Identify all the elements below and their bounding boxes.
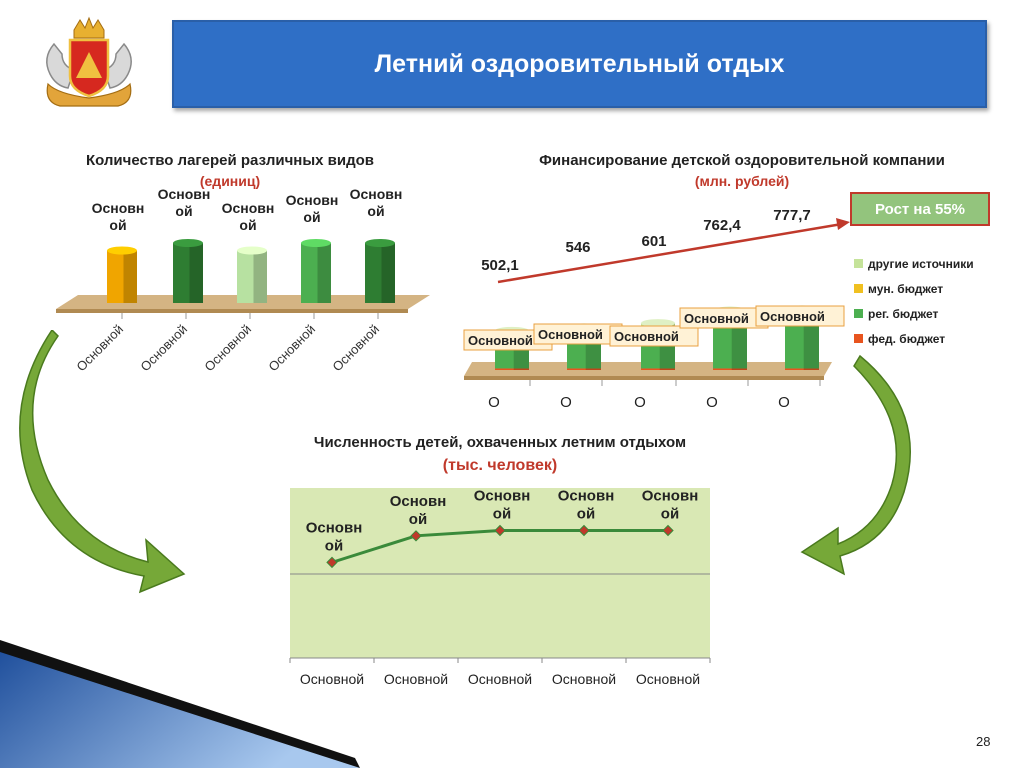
- title-banner: Летний оздоровительный отдых: [172, 20, 987, 108]
- funding-segment-label-box: [755, 305, 845, 327]
- funding-segment-label: Основной: [684, 311, 749, 326]
- funding-total-label: 502,1: [481, 257, 519, 274]
- funding-segment-label: Основной: [538, 327, 603, 342]
- children-chart-title: Численность детей, охваченных летним отд…: [313, 434, 687, 451]
- funding-legend-item: рег. бюджет: [868, 307, 938, 321]
- funding-bar-segment: [713, 368, 747, 370]
- funding-total-label: 601: [641, 233, 666, 250]
- funding-category-label: О: [634, 394, 646, 411]
- camps-category-label: Основной: [329, 322, 382, 375]
- funding-stacked-bar-chart: 502,1 Основной О 546 Основной О 601 Основной О 76…: [463, 207, 974, 411]
- funding-bar-segment: [785, 368, 819, 370]
- funding-legend-swatch: [854, 334, 863, 343]
- page-title: Летний оздоровительный отдых: [374, 49, 785, 78]
- page-number: 28: [976, 734, 991, 749]
- camps-category-label: Основной: [201, 322, 254, 375]
- children-data-point: [578, 524, 590, 537]
- children-category-label: Основной: [300, 671, 364, 687]
- camps-category-label: Основной: [265, 322, 318, 375]
- children-line-chart: Основн ой Основной Основн ой Основной Основн ой…: [289, 488, 711, 687]
- funding-category-label: О: [560, 394, 572, 411]
- children-category-label: Основной: [384, 671, 448, 687]
- funding-legend-item: мун. бюджет: [868, 282, 943, 296]
- funding-legend-swatch: [854, 309, 863, 318]
- left-curved-arrow: [19, 330, 186, 594]
- coat-of-arms-emblem: [46, 16, 132, 107]
- children-category-label: Основной: [468, 671, 532, 687]
- children-data-point: [410, 530, 422, 542]
- funding-segment-label: Основной: [760, 309, 825, 324]
- growth-arrow-head: [836, 218, 850, 230]
- growth-trend-arrow: [497, 222, 843, 284]
- funding-segment-label: Основной: [468, 333, 533, 348]
- funding-total-label: 546: [565, 239, 590, 256]
- funding-total-label: 762,4: [703, 217, 741, 234]
- children-chart-subtitle: (тыс. человек): [442, 457, 558, 474]
- funding-legend-swatch: [854, 259, 863, 268]
- children-category-label: Основной: [552, 671, 616, 687]
- funding-legend-item: другие источники: [868, 257, 974, 271]
- funding-chart-title: Финансирование детской оздоровительной к…: [539, 152, 945, 169]
- camps-category-label: Основной: [137, 322, 190, 375]
- children-data-point: [494, 524, 506, 537]
- children-data-label: Основн ой: [558, 488, 615, 523]
- funding-bar-segment: [641, 368, 675, 370]
- children-category-label: Основной: [636, 671, 700, 687]
- camps-chart-title: Количество лагерей различных видов: [85, 152, 375, 169]
- children-data-point: [662, 524, 674, 537]
- funding-total-label: 777,7: [773, 207, 811, 224]
- corner-decoration: [0, 640, 360, 768]
- funding-category-label: О: [488, 394, 500, 411]
- right-curved-arrow: [800, 354, 911, 576]
- children-data-label: Основн ой: [390, 493, 447, 528]
- camps-category-label: Основной: [73, 322, 126, 375]
- camps-chart-subtitle: (единиц): [199, 173, 261, 189]
- camps-data-label: Основн ой: [350, 186, 403, 219]
- growth-badge: Рост на 55%: [850, 192, 990, 226]
- camps-data-label: Основн ой: [222, 200, 275, 233]
- camps-data-label: Основн ой: [158, 186, 211, 219]
- children-data-label: Основн ой: [642, 488, 699, 523]
- funding-segment-label: Основной: [614, 329, 679, 344]
- funding-category-label: О: [778, 394, 790, 411]
- funding-bar-segment: [567, 368, 601, 370]
- camps-data-label: Основн ой: [92, 200, 145, 233]
- funding-category-label: О: [706, 394, 718, 411]
- funding-legend-item: фед. бюджет: [868, 332, 945, 346]
- children-plot-area: [290, 488, 710, 658]
- funding-chart-subtitle: (млн. рублей): [694, 173, 790, 189]
- children-data-label: Основн ой: [306, 519, 363, 554]
- funding-legend-swatch: [854, 284, 863, 293]
- funding-segment-label-box: [609, 325, 699, 347]
- camps-data-label: Основн ой: [286, 192, 339, 225]
- children-data-label: Основн ой: [474, 488, 531, 523]
- funding-bar-segment: [495, 368, 529, 370]
- children-data-point: [326, 556, 338, 569]
